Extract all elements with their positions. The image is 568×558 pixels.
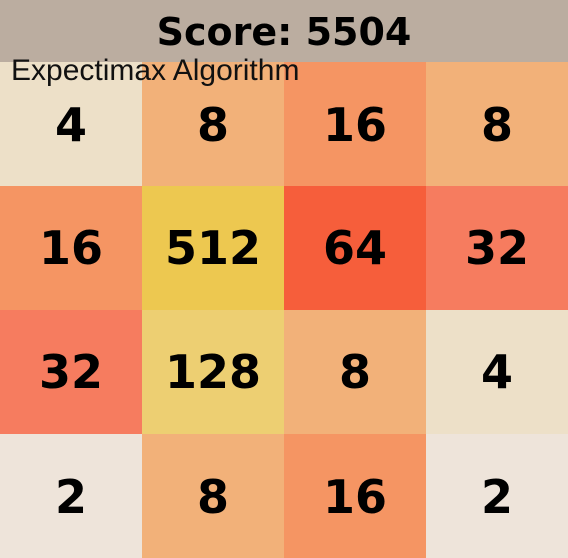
tile-r2-c1: 16 bbox=[0, 186, 142, 310]
tile-r1-c4: 8 bbox=[426, 62, 568, 186]
tile-r4-c2: 8 bbox=[142, 434, 284, 558]
algorithm-label: Expectimax Algorithm bbox=[11, 53, 299, 89]
tile-r4-c3: 16 bbox=[284, 434, 426, 558]
game-board: 4 8 16 8 16 512 64 32 32 128 8 4 2 8 16 2 bbox=[0, 62, 568, 558]
tile-r2-c2: 512 bbox=[142, 186, 284, 310]
tile-r2-c4: 32 bbox=[426, 186, 568, 310]
tile-r1-c3: 16 bbox=[284, 62, 426, 186]
tile-r2-c3: 64 bbox=[284, 186, 426, 310]
tile-r3-c2: 128 bbox=[142, 310, 284, 434]
tile-r3-c1: 32 bbox=[0, 310, 142, 434]
tile-r3-c4: 4 bbox=[426, 310, 568, 434]
tile-r4-c1: 2 bbox=[0, 434, 142, 558]
tile-r4-c4: 2 bbox=[426, 434, 568, 558]
tile-r3-c3: 8 bbox=[284, 310, 426, 434]
